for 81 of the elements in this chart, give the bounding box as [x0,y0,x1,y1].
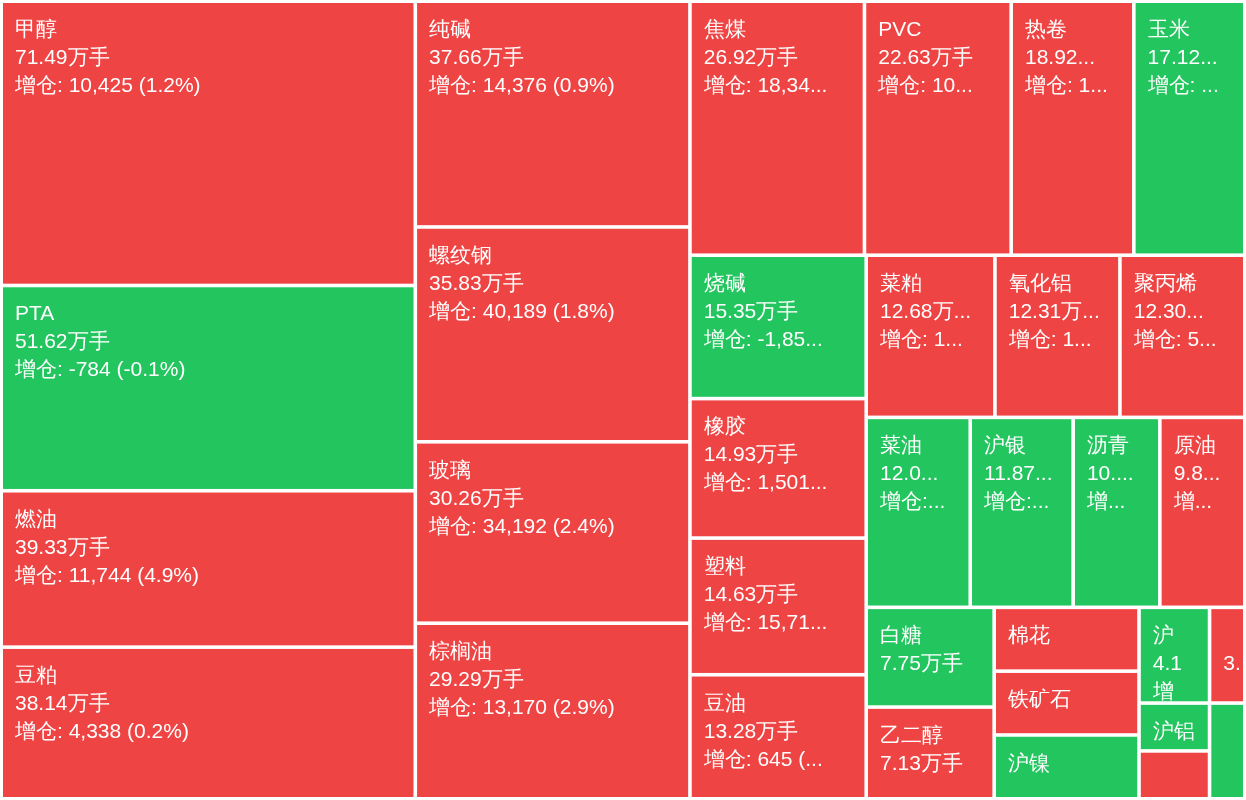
text: 增仓: 13,170 (2.9%) [429,695,615,718]
data-label: 7.75万手 [880,651,963,675]
category-label: 菜油 [880,433,923,457]
text: 增... [1086,489,1126,513]
data-label: 38.14万手 [15,690,110,714]
data-label: 29.29万手 [429,667,524,690]
category-label: 沪镍 [1007,750,1050,774]
text: 增仓: -784 (-0.1%) [15,357,186,381]
data-label: 15.35万手 [703,299,799,322]
category-label: 乙二醇 [880,722,944,746]
category-label: 甲醇 [15,17,57,40]
data-label: 3. [1223,651,1241,675]
text: 增仓: 5... [1133,327,1217,350]
text: 增仓: 34,192 (2.4%) [429,513,615,537]
data-label: 12.68万... [880,299,972,322]
category-label: PTA [15,301,55,325]
data-label: 14.93万手 [703,442,799,466]
data-label: 10.... [1086,461,1134,485]
data-label: 39.33万手 [15,534,110,558]
text: 增仓: 15,71... [703,609,828,633]
category-label: 烧碱 [703,271,746,294]
data-label: 9.8... [1173,461,1221,485]
category-label: 玻璃 [429,457,472,481]
category-label: 菜粕 [880,271,923,294]
data-label: 26.92万手 [703,45,799,68]
data-label: 22.63万手 [878,45,973,68]
category-label: 沪 [1152,623,1174,647]
data-label: 17.12... [1147,45,1218,68]
data-label: 12.31万... [1008,299,1100,322]
data-label: 30.26万手 [429,485,524,509]
text: 增仓: 14,376 (0.9%) [429,73,615,96]
data-label: 13.28万手 [703,718,799,742]
text: 增仓: 1... [880,327,963,350]
text: 增仓: 4,338 (0.2%) [15,718,189,742]
category-label: 聚丙烯 [1133,271,1197,294]
text: 增仓: -1,85... [703,327,823,350]
category-label: 棕榈油 [429,639,493,662]
data-label: 12.0... [880,461,939,485]
category-label: 棉花 [1007,623,1050,647]
category-label: 豆油 [703,690,746,714]
category-label: 沥青 [1086,433,1129,457]
text: 增 [1152,679,1174,703]
text: 增仓: 1,501... [703,470,828,494]
data-label: 12.30... [1133,299,1204,322]
category-label: 纯碱 [429,17,472,40]
text: 增仓:... [984,489,1050,513]
text: 增仓: 1... [1008,327,1092,350]
data-label: 14.63万手 [703,581,799,605]
category-label: 沪银 [984,433,1027,457]
text: 增仓: 645 (... [703,746,823,770]
category-label: 沪铝 [1152,718,1195,742]
category-label: 热卷 [1024,17,1067,40]
text: 增仓: ... [1147,73,1219,96]
category-label: 豆粕 [15,662,57,686]
category-label: 橡胶 [703,414,746,438]
data-label: 4.1 [1152,651,1183,675]
category-label: 玉米 [1147,17,1190,40]
data-label: 37.66万手 [429,45,524,68]
text: 增仓: 11,744 (4.9%) [15,562,200,586]
text: 增仓: 10... [878,73,973,96]
category-label: 燃油 [15,506,57,530]
data-label: 7.13万手 [880,750,963,774]
data-label: 51.62万手 [15,329,110,353]
data-label: 18.92... [1024,45,1096,68]
text: 增仓: 18,34... [703,73,828,96]
text: 增... [1173,489,1213,513]
text: 增仓: 1... [1024,73,1108,96]
data-label: 35.83万手 [429,270,524,294]
data-label: 71.49万手 [15,45,110,68]
category-label: 铁矿石 [1006,686,1071,710]
category-label: 螺纹钢 [429,242,493,266]
category-label: 塑料 [703,553,746,577]
text: 增仓: 10,425 (1.2%) [15,73,201,96]
category-label: 焦煤 [703,17,746,40]
text: 增仓: 40,189 (1.8%) [429,298,615,322]
text: 增仓:... [880,489,946,513]
category-label: 氧化铝 [1008,271,1072,294]
data-label: 11.87... [984,461,1053,485]
category-label: 白糖 [880,623,923,647]
category-label: 原油 [1173,433,1216,457]
category-label: PVC [878,17,922,40]
